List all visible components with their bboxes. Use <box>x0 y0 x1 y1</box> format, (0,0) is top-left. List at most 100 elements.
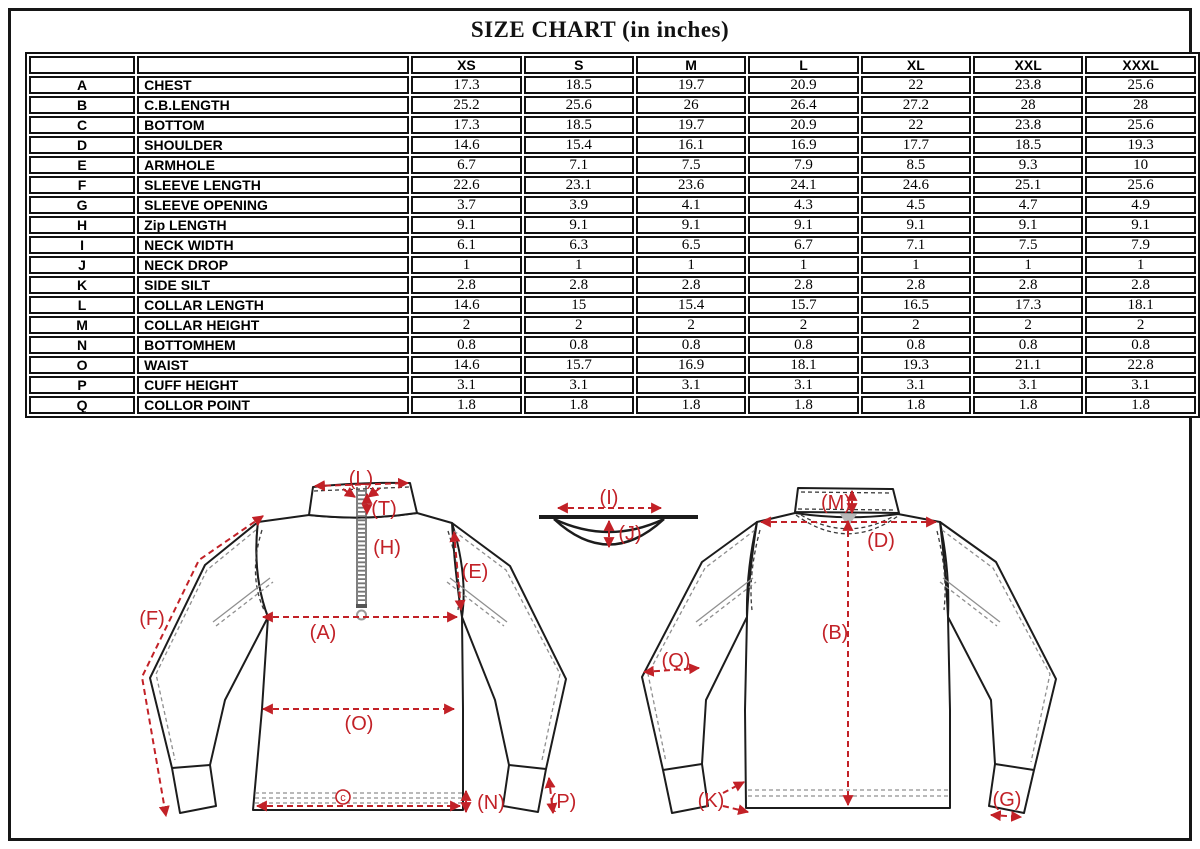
cell-L-XXL: 17.3 <box>972 296 1084 314</box>
cell-Q-M: 1.8 <box>635 396 747 414</box>
cell-O-XL: 19.3 <box>860 356 971 374</box>
size-header-XXXL: XXXL <box>1085 56 1196 74</box>
row-code: A <box>29 76 136 94</box>
cell-Q-XXXL: 1.8 <box>1085 396 1196 414</box>
row-code: J <box>29 256 136 274</box>
row-code: N <box>29 336 136 354</box>
back-left-sleeve-seam <box>647 529 756 763</box>
row-name: CHEST <box>137 76 410 94</box>
cell-C-M: 19.7 <box>635 116 747 134</box>
row-name: COLLAR LENGTH <box>137 296 410 314</box>
cell-K-M: 2.8 <box>635 276 747 294</box>
row-name: WAIST <box>137 356 410 374</box>
collar-point-arrow <box>642 663 701 677</box>
cell-D-M: 16.1 <box>635 136 747 154</box>
cell-O-XXL: 21.1 <box>972 356 1084 374</box>
row-name: NECK DROP <box>137 256 410 274</box>
cell-D-XXXL: 19.3 <box>1085 136 1196 154</box>
back-right-sleeve <box>939 521 1057 814</box>
row-code: E <box>29 156 136 174</box>
table-row: H Zip LENGTH 9.1 9.1 9.1 9.1 9.1 9.1 9.1 <box>29 216 1196 234</box>
cell-C-XL: 22 <box>860 116 971 134</box>
row-code: M <box>29 316 136 334</box>
cell-G-S: 3.9 <box>523 196 634 214</box>
cell-J-L: 1 <box>748 256 859 274</box>
cell-F-L: 24.1 <box>748 176 859 194</box>
cell-D-XL: 17.7 <box>860 136 971 154</box>
label-bottom-width: c <box>340 792 346 804</box>
cell-B-XL: 27.2 <box>860 96 971 114</box>
back-left-cuff-seam <box>662 763 703 771</box>
cell-L-L: 15.7 <box>748 296 859 314</box>
cell-B-XXL: 28 <box>972 96 1084 114</box>
cell-G-L: 4.3 <box>748 196 859 214</box>
cell-I-XXXL: 7.9 <box>1085 236 1196 254</box>
cell-F-XL: 24.6 <box>860 176 971 194</box>
cell-K-XL: 2.8 <box>860 276 971 294</box>
collar-length-arrow <box>313 477 410 492</box>
cuff-height-arrow <box>544 776 558 815</box>
label-chest: (A) <box>310 622 337 644</box>
row-code: Q <box>29 396 136 414</box>
row-code: G <box>29 196 136 214</box>
label-cuff-height: (P) <box>550 791 577 813</box>
label-collar-point: (Q) <box>662 650 691 672</box>
cell-E-XXXL: 10 <box>1085 156 1196 174</box>
cell-M-M: 2 <box>635 316 747 334</box>
table-row: P CUFF HEIGHT 3.1 3.1 3.1 3.1 3.1 3.1 3.1 <box>29 376 1196 394</box>
cell-K-L: 2.8 <box>748 276 859 294</box>
row-name: NECK WIDTH <box>137 236 410 254</box>
cell-K-S: 2.8 <box>523 276 634 294</box>
cell-Q-S: 1.8 <box>523 396 634 414</box>
cell-D-S: 15.4 <box>523 136 634 154</box>
cell-G-XL: 4.5 <box>860 196 971 214</box>
cell-F-S: 23.1 <box>523 176 634 194</box>
cell-P-S: 3.1 <box>523 376 634 394</box>
table-row: K SIDE SILT 2.8 2.8 2.8 2.8 2.8 2.8 2.8 <box>29 276 1196 294</box>
cell-Q-XXL: 1.8 <box>972 396 1084 414</box>
cell-J-XXL: 1 <box>972 256 1084 274</box>
cell-N-L: 0.8 <box>748 336 859 354</box>
cell-H-XXL: 9.1 <box>972 216 1084 234</box>
cell-D-XXL: 18.5 <box>972 136 1084 154</box>
cell-B-M: 26 <box>635 96 747 114</box>
cell-N-M: 0.8 <box>635 336 747 354</box>
sleeve-length-arrow <box>140 515 264 818</box>
table-row: L COLLAR LENGTH 14.6 15 15.4 15.7 16.5 17.3 18.1 <box>29 296 1196 314</box>
zipper-stop <box>356 604 367 608</box>
cell-C-XXL: 23.8 <box>972 116 1084 134</box>
cell-G-XXXL: 4.9 <box>1085 196 1196 214</box>
size-header-S: S <box>523 56 634 74</box>
label-neck-drop: (J) <box>618 523 641 545</box>
cell-O-XS: 14.6 <box>411 356 522 374</box>
table-row: Q COLLOR POINT 1.8 1.8 1.8 1.8 1.8 1.8 1.8 <box>29 396 1196 414</box>
cell-H-XS: 9.1 <box>411 216 522 234</box>
cell-Q-XS: 1.8 <box>411 396 522 414</box>
row-name: BOTTOMHEM <box>137 336 410 354</box>
cell-D-L: 16.9 <box>748 136 859 154</box>
cell-L-XL: 16.5 <box>860 296 971 314</box>
row-code: O <box>29 356 136 374</box>
table-row: O WAIST 14.6 15.7 16.9 18.1 19.3 21.1 22.8 <box>29 356 1196 374</box>
row-code: L <box>29 296 136 314</box>
cell-A-XXXL: 25.6 <box>1085 76 1196 94</box>
blank-header-name-cell <box>137 56 410 74</box>
back-measurement-arrows <box>642 489 1023 822</box>
table-row: A CHEST 17.3 18.5 19.7 20.9 22 23.8 25.6 <box>29 76 1196 94</box>
bottom-width-circle-marker <box>335 789 351 805</box>
front-view-diagram: (L) (T) (H) (E) (F) (A) (O) c (N) (P) <box>139 468 577 818</box>
cell-I-L: 6.7 <box>748 236 859 254</box>
cell-M-XS: 2 <box>411 316 522 334</box>
table-row: F SLEEVE LENGTH 22.6 23.1 23.6 24.1 24.6 25.1 25… <box>29 176 1196 194</box>
label-neck-width: (I) <box>600 487 619 509</box>
cell-E-XXL: 9.3 <box>972 156 1084 174</box>
cell-J-S: 1 <box>523 256 634 274</box>
label-side-slit: (K) <box>698 790 725 812</box>
page-border <box>8 8 1192 841</box>
front-right-sleeve-seam <box>453 530 561 761</box>
sleeve-opening-arrow <box>989 810 1023 822</box>
table-row: C BOTTOM 17.3 18.5 19.7 20.9 22 23.8 25.6 <box>29 116 1196 134</box>
cell-K-XXL: 2.8 <box>972 276 1084 294</box>
cell-N-XL: 0.8 <box>860 336 971 354</box>
cell-O-M: 16.9 <box>635 356 747 374</box>
